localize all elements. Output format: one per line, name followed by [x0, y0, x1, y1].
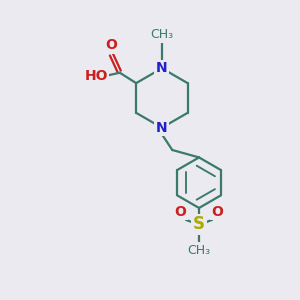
Text: O: O: [212, 205, 224, 218]
Text: O: O: [105, 38, 117, 52]
Text: S: S: [193, 215, 205, 233]
Text: N: N: [156, 61, 168, 75]
Text: CH₃: CH₃: [188, 244, 211, 257]
Text: CH₃: CH₃: [150, 28, 173, 41]
Text: O: O: [175, 205, 187, 218]
Text: N: N: [156, 121, 168, 135]
Text: HO: HO: [84, 69, 108, 83]
